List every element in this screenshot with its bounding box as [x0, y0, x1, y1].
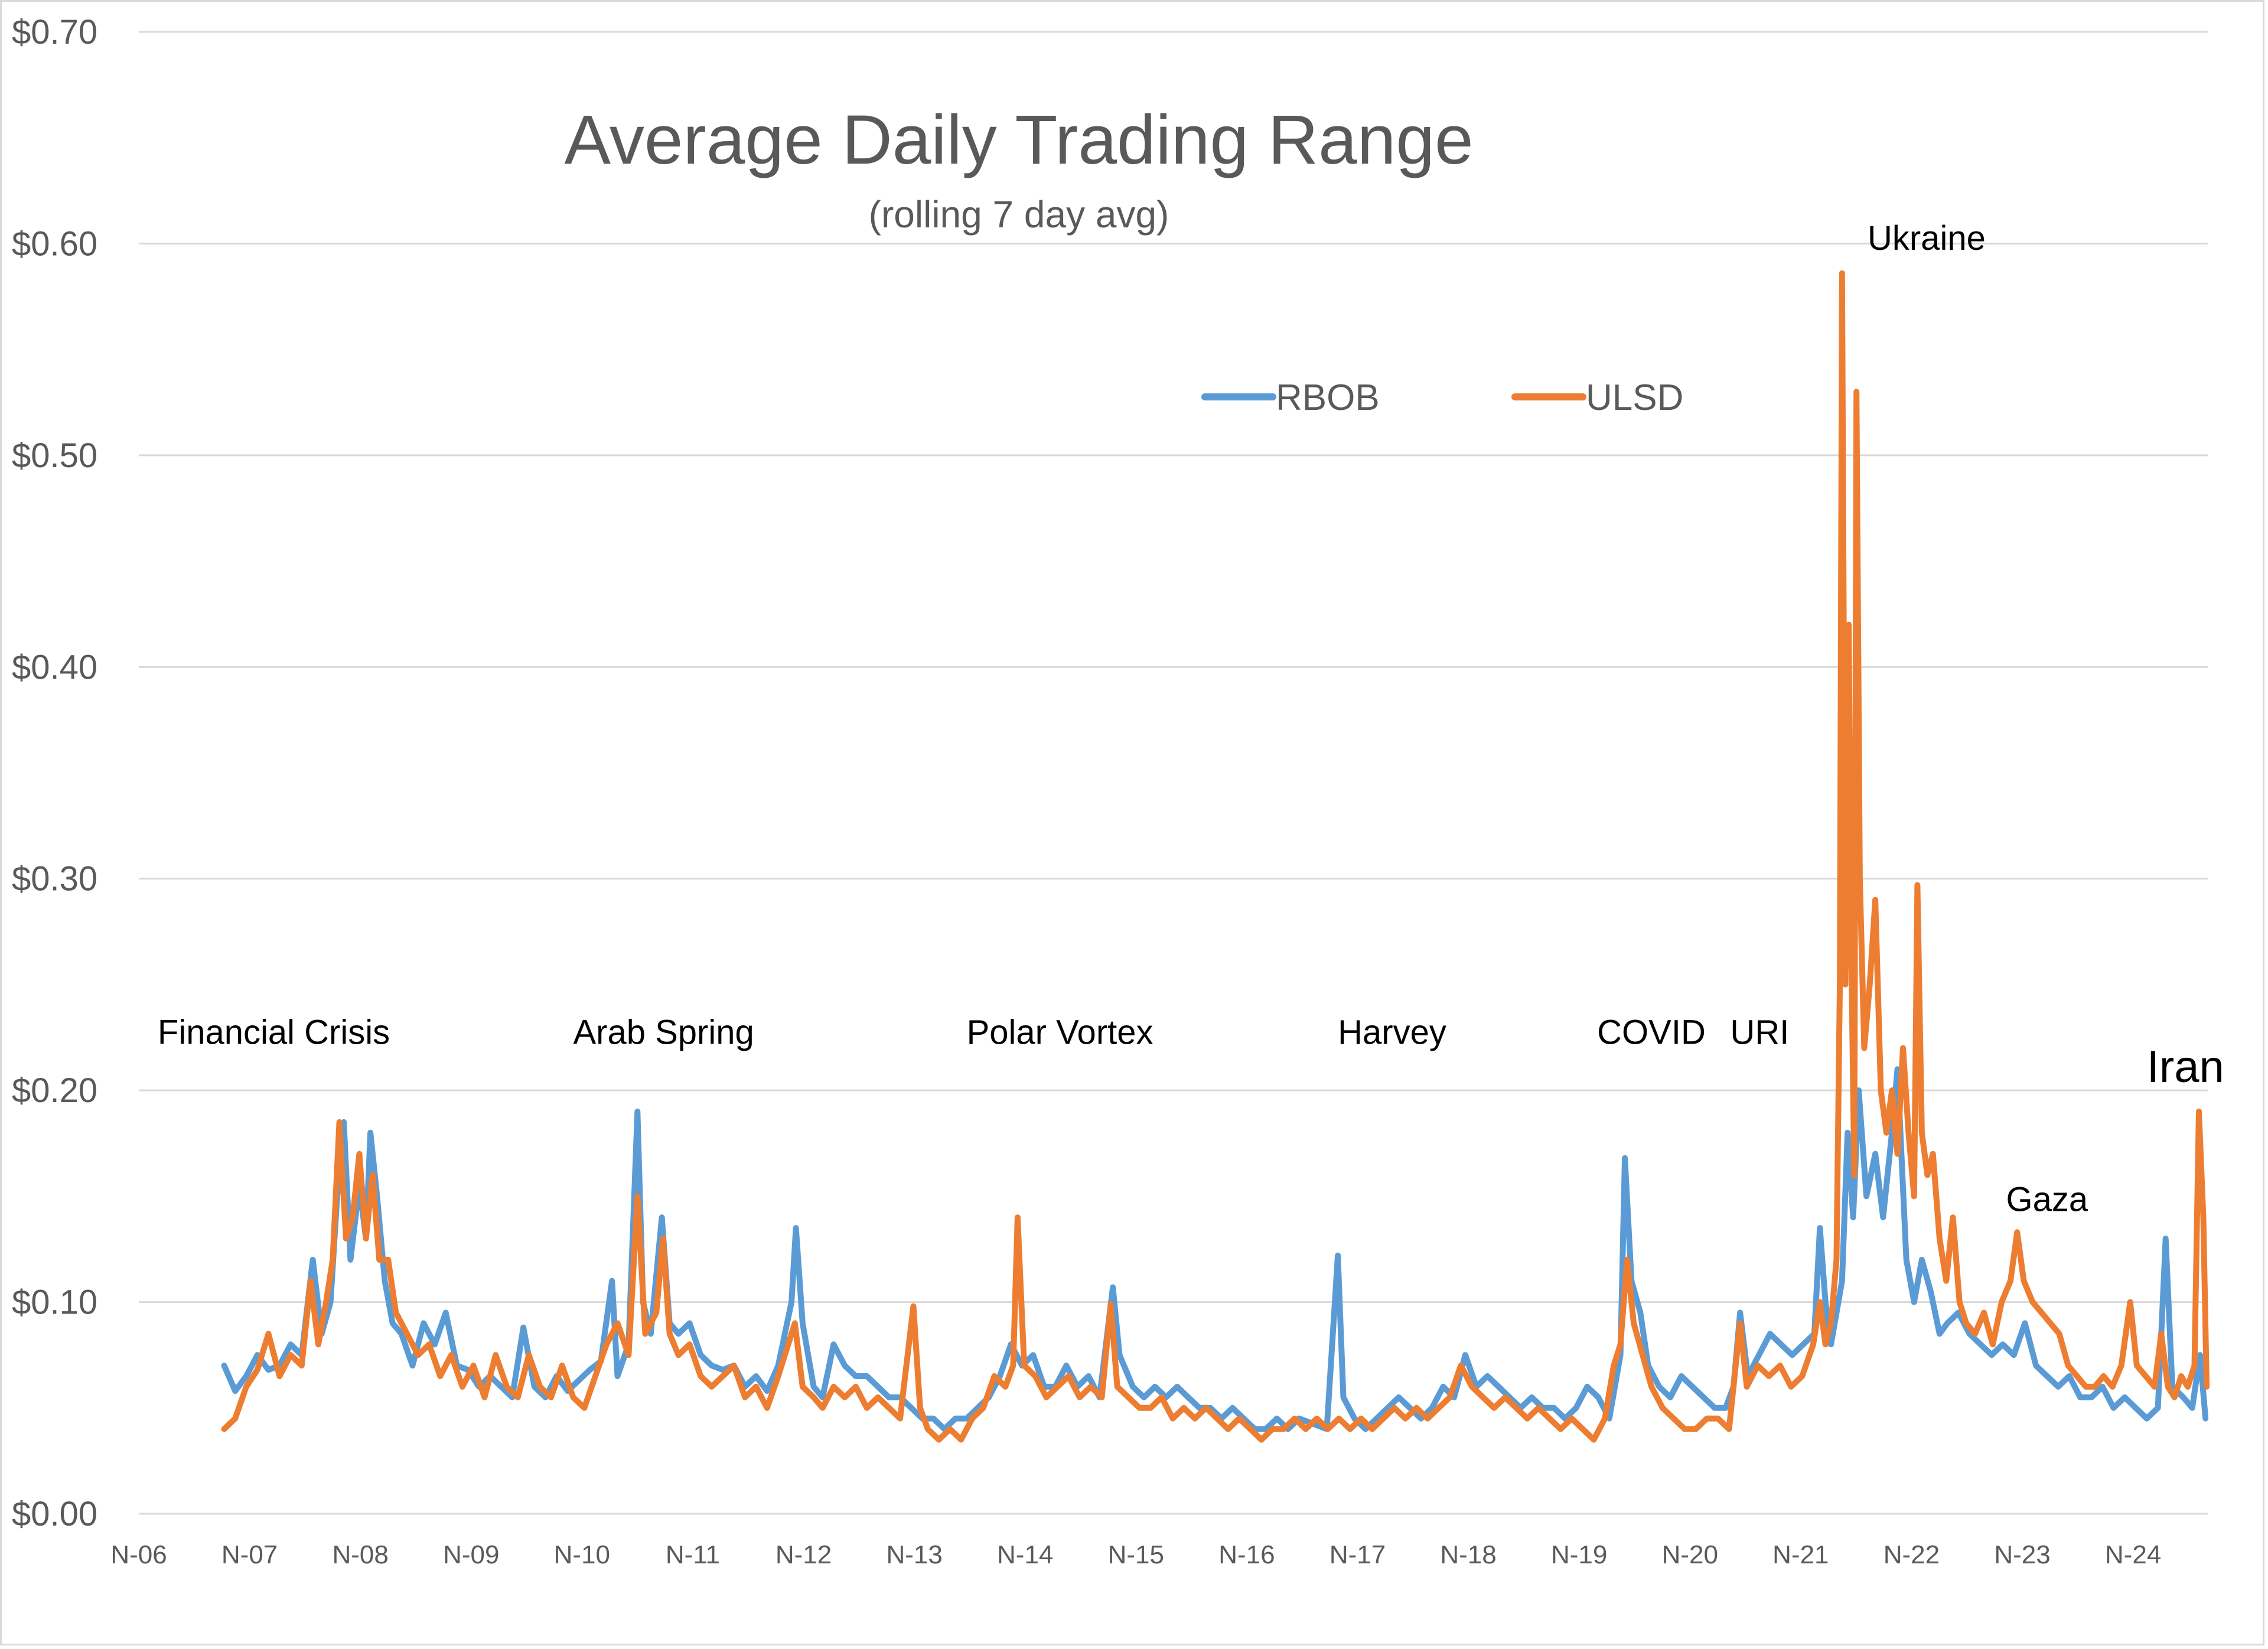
x-tick-label: N-17 — [1329, 1540, 1386, 1569]
x-tick-label: N-16 — [1218, 1540, 1275, 1569]
y-tick-label: $0.10 — [12, 1283, 97, 1322]
x-tick-label: N-08 — [332, 1540, 388, 1569]
legend-label-ulsd: ULSD — [1586, 377, 1683, 418]
x-tick-label: N-13 — [886, 1540, 942, 1569]
x-tick-label: N-14 — [997, 1540, 1053, 1569]
x-tick-label: N-15 — [1108, 1540, 1164, 1569]
y-tick-label: $0.60 — [12, 224, 97, 263]
x-tick-label: N-07 — [221, 1540, 278, 1569]
annotation-financial-crisis: Financial Crisis — [158, 1013, 390, 1051]
series-lines — [221, 270, 2210, 1443]
x-tick-label: N-24 — [2105, 1540, 2161, 1569]
x-tick-label: N-22 — [1884, 1540, 1940, 1569]
annotation-iran: Iran — [2147, 1042, 2224, 1092]
x-tick-label: N-11 — [666, 1540, 720, 1569]
event-annotations: Financial Crisis Arab Spring Polar Vortex H… — [158, 219, 2224, 1218]
gridlines — [139, 31, 2208, 1515]
x-tick-label: N-19 — [1551, 1540, 1607, 1569]
legend-label-rbob: RBOB — [1276, 377, 1380, 418]
x-tick-label: N-23 — [1994, 1540, 2050, 1569]
x-tick-label: N-12 — [775, 1540, 832, 1569]
x-tick-label: N-06 — [110, 1540, 167, 1569]
annotation-arab-spring: Arab Spring — [573, 1013, 754, 1051]
series-line-rbob — [221, 1066, 2209, 1432]
x-tick-label: N-18 — [1440, 1540, 1496, 1569]
x-axis-tick-labels: N-06 N-07 N-08 N-09 N-10 N-11 N-12 N-13 N-14 N-15… — [110, 1540, 2161, 1569]
annotation-covid: COVID — [1597, 1013, 1706, 1051]
y-tick-label: $0.30 — [12, 860, 97, 898]
y-axis-tick-labels: $0.00 $0.10 $0.20 $0.30 $0.40 $0.50 $0.60 $0.70 — [12, 13, 97, 1533]
annotation-polar-vortex: Polar Vortex — [967, 1013, 1153, 1051]
annotation-harvey: Harvey — [1338, 1013, 1446, 1051]
y-tick-label: $0.00 — [12, 1495, 97, 1533]
annotation-uri: URI — [1730, 1013, 1789, 1051]
y-tick-label: $0.20 — [12, 1071, 97, 1110]
legend: RBOB ULSD — [1201, 377, 1683, 418]
x-tick-label: N-10 — [554, 1540, 610, 1569]
series-line-ulsd — [221, 270, 2210, 1443]
y-tick-label: $0.50 — [12, 436, 97, 475]
chart-subtitle: (rolling 7 day avg) — [869, 193, 1169, 236]
x-tick-label: N-21 — [1772, 1540, 1829, 1569]
annotation-gaza: Gaza — [2006, 1180, 2088, 1218]
x-tick-label: N-20 — [1662, 1540, 1718, 1569]
x-tick-label: N-09 — [443, 1540, 499, 1569]
chart-title: Average Daily Trading Range — [564, 101, 1473, 179]
y-tick-label: $0.40 — [12, 648, 97, 686]
annotation-ukraine: Ukraine — [1868, 219, 1986, 258]
y-tick-label: $0.70 — [12, 13, 97, 51]
